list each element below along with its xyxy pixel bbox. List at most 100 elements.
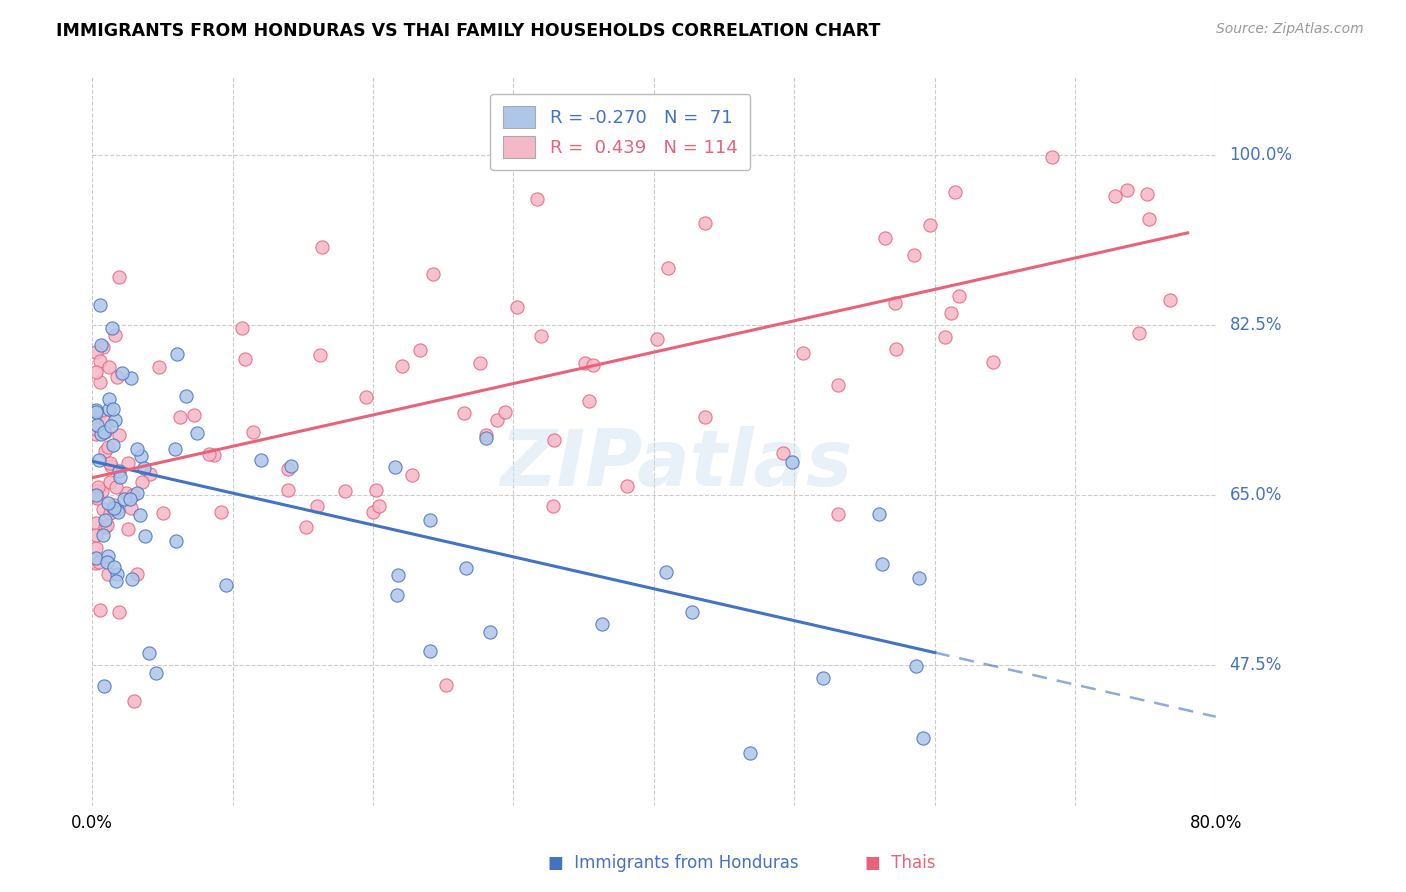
Point xyxy=(86,491,108,505)
Point xyxy=(89,376,111,390)
Point xyxy=(98,456,121,470)
Text: 47.5%: 47.5% xyxy=(1230,657,1282,674)
Point xyxy=(108,470,131,484)
Point xyxy=(120,371,142,385)
Point xyxy=(681,605,703,619)
Point xyxy=(198,447,221,461)
Point xyxy=(364,483,387,497)
Point xyxy=(454,561,477,575)
Point xyxy=(478,625,501,640)
Point xyxy=(93,425,115,440)
Point xyxy=(93,340,115,354)
Point xyxy=(91,527,114,541)
Point xyxy=(87,555,110,569)
Point xyxy=(419,643,441,657)
Point xyxy=(97,549,120,564)
Point xyxy=(908,571,931,585)
Point xyxy=(128,508,150,522)
Point xyxy=(115,486,138,500)
Point xyxy=(86,417,108,432)
Point xyxy=(911,731,934,745)
Point xyxy=(96,518,118,533)
Point xyxy=(105,502,128,516)
Point xyxy=(94,520,117,534)
Point xyxy=(97,440,120,454)
Point xyxy=(387,567,409,582)
Point xyxy=(422,267,444,281)
Point xyxy=(117,456,139,470)
Point xyxy=(578,394,600,409)
Point xyxy=(616,479,638,493)
Point xyxy=(101,500,124,515)
Point xyxy=(86,516,108,531)
Point xyxy=(870,557,893,571)
Point xyxy=(138,646,160,660)
Point xyxy=(884,343,907,357)
Point xyxy=(401,467,423,482)
Point xyxy=(103,501,125,516)
Point xyxy=(87,409,110,423)
Point xyxy=(103,559,125,574)
Point xyxy=(98,402,121,417)
Point xyxy=(582,359,605,373)
Text: ■  Thais: ■ Thais xyxy=(865,855,935,872)
Point xyxy=(409,343,432,358)
Text: Source: ZipAtlas.com: Source: ZipAtlas.com xyxy=(1216,22,1364,37)
Point xyxy=(86,528,108,542)
Point xyxy=(311,240,333,254)
Point xyxy=(470,356,492,370)
Point xyxy=(145,666,167,681)
Point xyxy=(335,483,357,498)
Point xyxy=(939,305,962,319)
Point xyxy=(485,413,508,427)
Point xyxy=(904,658,927,673)
Point xyxy=(574,356,596,370)
Point xyxy=(165,534,187,549)
Point xyxy=(117,522,139,536)
Point xyxy=(506,300,529,314)
Point xyxy=(86,480,108,494)
Point xyxy=(104,412,127,426)
Point xyxy=(813,671,835,685)
Point xyxy=(125,566,148,581)
Point xyxy=(107,605,129,619)
Point xyxy=(231,320,253,334)
Point xyxy=(101,320,124,334)
Point xyxy=(96,416,118,430)
Point xyxy=(100,459,122,474)
Point xyxy=(305,499,328,513)
Point xyxy=(250,453,273,467)
Point xyxy=(98,506,121,520)
Point xyxy=(693,409,716,424)
Point xyxy=(86,403,108,417)
Point xyxy=(186,425,208,440)
Point xyxy=(152,506,174,520)
Point xyxy=(121,573,143,587)
Point xyxy=(174,390,197,404)
Point xyxy=(948,289,970,303)
Point xyxy=(934,330,956,344)
Point xyxy=(827,378,849,392)
Point xyxy=(1137,212,1160,227)
Point xyxy=(118,491,141,506)
Point xyxy=(361,506,384,520)
Point xyxy=(983,355,1005,369)
Point xyxy=(108,428,131,442)
Point xyxy=(105,369,128,384)
Point xyxy=(93,425,115,440)
Point xyxy=(308,348,330,362)
Point xyxy=(868,507,890,521)
Point xyxy=(105,480,128,494)
Point xyxy=(122,694,145,708)
Legend: R = -0.270   N =  71, R =  0.439   N = 114: R = -0.270 N = 71, R = 0.439 N = 114 xyxy=(491,94,751,170)
Point xyxy=(903,248,925,262)
Point xyxy=(89,603,111,617)
Point xyxy=(1040,150,1063,164)
Point xyxy=(354,390,377,404)
Point xyxy=(97,496,120,510)
Point xyxy=(384,460,406,475)
Point xyxy=(127,485,149,500)
Point xyxy=(543,433,565,447)
Point xyxy=(94,512,117,526)
Point xyxy=(108,269,131,284)
